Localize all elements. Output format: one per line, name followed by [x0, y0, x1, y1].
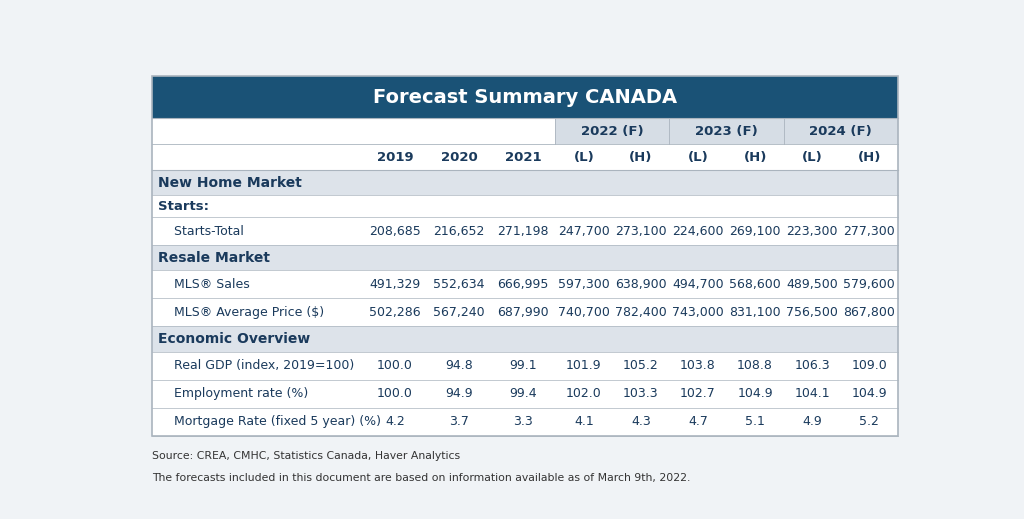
Text: 269,100: 269,100 [729, 225, 781, 238]
FancyBboxPatch shape [152, 298, 898, 326]
Text: 4.1: 4.1 [574, 415, 594, 428]
FancyBboxPatch shape [152, 144, 898, 170]
Text: 103.8: 103.8 [680, 359, 716, 372]
Text: 5.2: 5.2 [859, 415, 880, 428]
Text: 108.8: 108.8 [737, 359, 773, 372]
Text: 208,685: 208,685 [369, 225, 421, 238]
Text: 223,300: 223,300 [786, 225, 838, 238]
Text: 216,652: 216,652 [433, 225, 484, 238]
FancyBboxPatch shape [152, 270, 898, 298]
Text: 2021: 2021 [505, 151, 542, 163]
Text: 552,634: 552,634 [433, 278, 485, 291]
Text: Mortgage Rate (fixed 5 year) (%): Mortgage Rate (fixed 5 year) (%) [158, 415, 381, 428]
FancyBboxPatch shape [152, 170, 898, 195]
Text: 102.0: 102.0 [566, 387, 602, 400]
Text: (H): (H) [857, 151, 881, 163]
Text: 224,600: 224,600 [672, 225, 724, 238]
Text: 104.1: 104.1 [795, 387, 830, 400]
Text: 597,300: 597,300 [558, 278, 609, 291]
Text: 567,240: 567,240 [433, 306, 485, 319]
Text: (H): (H) [629, 151, 652, 163]
FancyBboxPatch shape [783, 118, 898, 144]
Text: 2019: 2019 [377, 151, 414, 163]
FancyBboxPatch shape [152, 76, 898, 118]
Text: 3.7: 3.7 [450, 415, 469, 428]
Text: 106.3: 106.3 [795, 359, 830, 372]
Text: (L): (L) [802, 151, 822, 163]
Text: Forecast Summary CANADA: Forecast Summary CANADA [373, 88, 677, 107]
Text: Real GDP (index, 2019=100): Real GDP (index, 2019=100) [158, 359, 354, 372]
Text: 99.1: 99.1 [509, 359, 537, 372]
Text: 579,600: 579,600 [844, 278, 895, 291]
Text: 687,990: 687,990 [498, 306, 549, 319]
Text: 666,995: 666,995 [498, 278, 549, 291]
Text: 101.9: 101.9 [566, 359, 602, 372]
Text: 103.3: 103.3 [624, 387, 658, 400]
Text: (L): (L) [573, 151, 594, 163]
Text: 2023 (F): 2023 (F) [695, 125, 758, 138]
Text: 782,400: 782,400 [615, 306, 667, 319]
Text: 99.4: 99.4 [509, 387, 537, 400]
Text: 502,286: 502,286 [370, 306, 421, 319]
Text: 94.8: 94.8 [445, 359, 473, 372]
Text: 277,300: 277,300 [844, 225, 895, 238]
FancyBboxPatch shape [152, 118, 898, 144]
FancyBboxPatch shape [555, 118, 670, 144]
FancyBboxPatch shape [152, 195, 898, 217]
FancyBboxPatch shape [152, 326, 898, 351]
Text: Resale Market: Resale Market [158, 251, 270, 265]
Text: Starts-Total: Starts-Total [158, 225, 244, 238]
Text: 271,198: 271,198 [498, 225, 549, 238]
FancyBboxPatch shape [152, 407, 898, 435]
Text: 4.2: 4.2 [385, 415, 404, 428]
Text: 94.9: 94.9 [445, 387, 473, 400]
FancyBboxPatch shape [152, 379, 898, 407]
Text: Economic Overview: Economic Overview [158, 332, 310, 346]
Text: 743,000: 743,000 [672, 306, 724, 319]
FancyBboxPatch shape [152, 351, 898, 379]
Text: 3.3: 3.3 [513, 415, 534, 428]
Text: The forecasts included in this document are based on information available as of: The forecasts included in this document … [152, 473, 690, 483]
Text: 494,700: 494,700 [672, 278, 724, 291]
Text: 4.3: 4.3 [631, 415, 651, 428]
Text: 638,900: 638,900 [615, 278, 667, 291]
Text: 104.9: 104.9 [851, 387, 887, 400]
FancyBboxPatch shape [152, 245, 898, 270]
Text: 831,100: 831,100 [729, 306, 781, 319]
Text: New Home Market: New Home Market [158, 176, 302, 190]
Text: 740,700: 740,700 [558, 306, 609, 319]
Text: 105.2: 105.2 [623, 359, 658, 372]
FancyBboxPatch shape [670, 118, 783, 144]
Text: 2020: 2020 [440, 151, 477, 163]
Text: (H): (H) [743, 151, 767, 163]
Text: 5.1: 5.1 [745, 415, 765, 428]
Text: 247,700: 247,700 [558, 225, 609, 238]
Text: (L): (L) [688, 151, 709, 163]
Text: 104.9: 104.9 [737, 387, 773, 400]
Text: 273,100: 273,100 [615, 225, 667, 238]
Text: Source: CREA, CMHC, Statistics Canada, Haver Analytics: Source: CREA, CMHC, Statistics Canada, H… [152, 450, 460, 461]
Text: 109.0: 109.0 [851, 359, 887, 372]
Text: Starts:: Starts: [158, 200, 209, 213]
Text: 100.0: 100.0 [377, 359, 413, 372]
Text: 756,500: 756,500 [786, 306, 838, 319]
Text: MLS® Average Price ($): MLS® Average Price ($) [158, 306, 325, 319]
Text: 491,329: 491,329 [370, 278, 421, 291]
Text: 4.7: 4.7 [688, 415, 708, 428]
Text: 489,500: 489,500 [786, 278, 838, 291]
Text: Employment rate (%): Employment rate (%) [158, 387, 308, 400]
Text: 100.0: 100.0 [377, 387, 413, 400]
Text: 867,800: 867,800 [844, 306, 895, 319]
Text: 4.9: 4.9 [802, 415, 822, 428]
FancyBboxPatch shape [152, 217, 898, 245]
Text: 2022 (F): 2022 (F) [581, 125, 644, 138]
Text: 568,600: 568,600 [729, 278, 781, 291]
Text: 102.7: 102.7 [680, 387, 716, 400]
Text: MLS® Sales: MLS® Sales [158, 278, 250, 291]
Text: 2024 (F): 2024 (F) [809, 125, 872, 138]
